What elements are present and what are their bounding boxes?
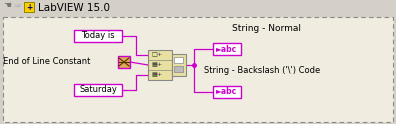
Bar — [213, 43, 241, 55]
Text: ▦+: ▦+ — [151, 73, 162, 78]
Bar — [118, 56, 130, 68]
Text: LabVIEW 15.0: LabVIEW 15.0 — [38, 3, 110, 13]
Text: ⇒: ⇒ — [14, 1, 21, 10]
Text: Saturday: Saturday — [79, 86, 117, 94]
Bar — [24, 2, 34, 12]
Text: □+: □+ — [151, 52, 162, 58]
Text: String - Backslash ('\') Code: String - Backslash ('\') Code — [204, 66, 320, 75]
Bar — [74, 30, 122, 42]
Text: ►abc: ►abc — [216, 45, 238, 53]
Bar — [148, 50, 172, 80]
Text: Today is: Today is — [81, 31, 115, 41]
Bar — [0, 0, 396, 16]
Text: +: + — [26, 2, 32, 12]
Text: ☚: ☚ — [3, 1, 11, 10]
Bar — [74, 84, 122, 96]
Bar — [174, 66, 183, 72]
Bar — [172, 54, 186, 76]
Text: ▦+: ▦+ — [151, 62, 162, 67]
Text: String - Normal: String - Normal — [232, 24, 301, 33]
Bar — [3, 17, 393, 122]
Text: End of Line Constant: End of Line Constant — [3, 58, 90, 66]
Bar — [174, 57, 183, 63]
Bar — [213, 86, 241, 98]
Text: ►abc: ►abc — [216, 88, 238, 96]
